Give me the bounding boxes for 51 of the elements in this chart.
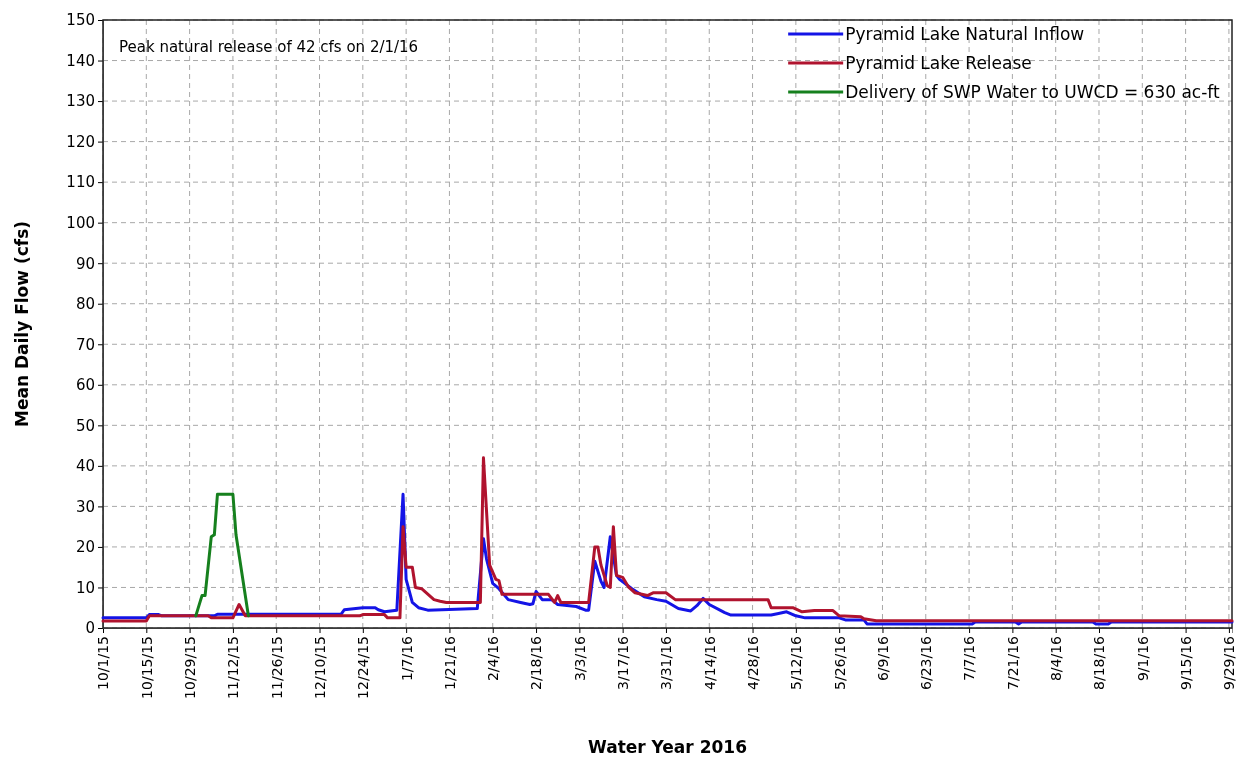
x-axis-title: Water Year 2016 xyxy=(588,737,747,757)
y-tick-label: 30 xyxy=(75,497,95,516)
x-tick-label: 5/12/16 xyxy=(788,635,805,690)
y-tick-label: 50 xyxy=(75,416,95,435)
y-tick-label: 100 xyxy=(66,213,95,232)
x-tick-label: 1/21/16 xyxy=(441,635,458,690)
legend-label: Pyramid Lake Natural Inflow xyxy=(845,23,1085,44)
x-tick-label: 5/26/16 xyxy=(831,635,848,690)
y-tick-label: 40 xyxy=(75,457,95,476)
x-tick-label: 2/4/16 xyxy=(485,635,502,682)
x-tick-label: 1/7/16 xyxy=(398,635,415,682)
legend-label: Delivery of SWP Water to UWCD = 630 ac-ft xyxy=(845,81,1220,102)
y-tick-label: 20 xyxy=(75,538,95,557)
line-series xyxy=(101,456,1234,623)
x-tick-label: 11/12/15 xyxy=(225,636,242,699)
x-tick-label: 10/1/15 xyxy=(95,636,112,690)
y-tick-label: 150 xyxy=(66,11,95,30)
line-series xyxy=(194,492,250,618)
y-tick-label: 0 xyxy=(85,619,95,638)
x-tick-label: 12/24/15 xyxy=(355,636,372,699)
y-tick-label: 90 xyxy=(75,254,95,273)
y-tick-label: 140 xyxy=(66,51,95,70)
x-tick-label: 6/9/16 xyxy=(874,635,891,682)
y-tick-label: 60 xyxy=(75,376,95,395)
y-tick-label: 130 xyxy=(66,92,95,111)
x-tick-label: 7/7/16 xyxy=(961,635,978,682)
legend-label: Pyramid Lake Release xyxy=(845,52,1032,73)
x-tick-label: 10/15/15 xyxy=(138,636,155,699)
annotation: Peak natural release of 42 cfs on 2/1/16 xyxy=(119,38,419,56)
x-tick-label: 8/18/16 xyxy=(1091,635,1108,690)
x-tick-label: 12/10/15 xyxy=(311,636,328,699)
x-tick-label: 9/15/16 xyxy=(1178,635,1194,690)
x-tick-label: 3/31/16 xyxy=(658,635,675,690)
x-tick-label: 6/23/16 xyxy=(918,635,935,690)
y-tick-label: 10 xyxy=(75,578,95,597)
x-tick-label: 3/3/16 xyxy=(571,635,588,682)
x-tick-label: 3/17/16 xyxy=(615,635,632,690)
y-tick-label: 110 xyxy=(66,173,95,192)
x-tick-label: 4/28/16 xyxy=(744,635,761,690)
x-tick-label: 10/29/15 xyxy=(182,636,199,699)
y-tick-label: 70 xyxy=(75,335,95,354)
x-tick-label: 2/18/16 xyxy=(528,635,545,690)
x-tick-label: 9/1/16 xyxy=(1134,635,1151,682)
y-axis-title: Mean Daily Flow (cfs) xyxy=(12,220,32,428)
x-tick-label: 8/4/16 xyxy=(1048,635,1065,682)
x-tick-label: 9/29/16 xyxy=(1221,635,1238,690)
x-tick-label: 7/21/16 xyxy=(1004,635,1021,690)
y-tick-label: 80 xyxy=(75,295,95,314)
x-tick-label: 4/14/16 xyxy=(701,635,718,690)
y-tick-label: 120 xyxy=(66,132,95,151)
x-tick-label: 11/26/15 xyxy=(268,636,285,699)
